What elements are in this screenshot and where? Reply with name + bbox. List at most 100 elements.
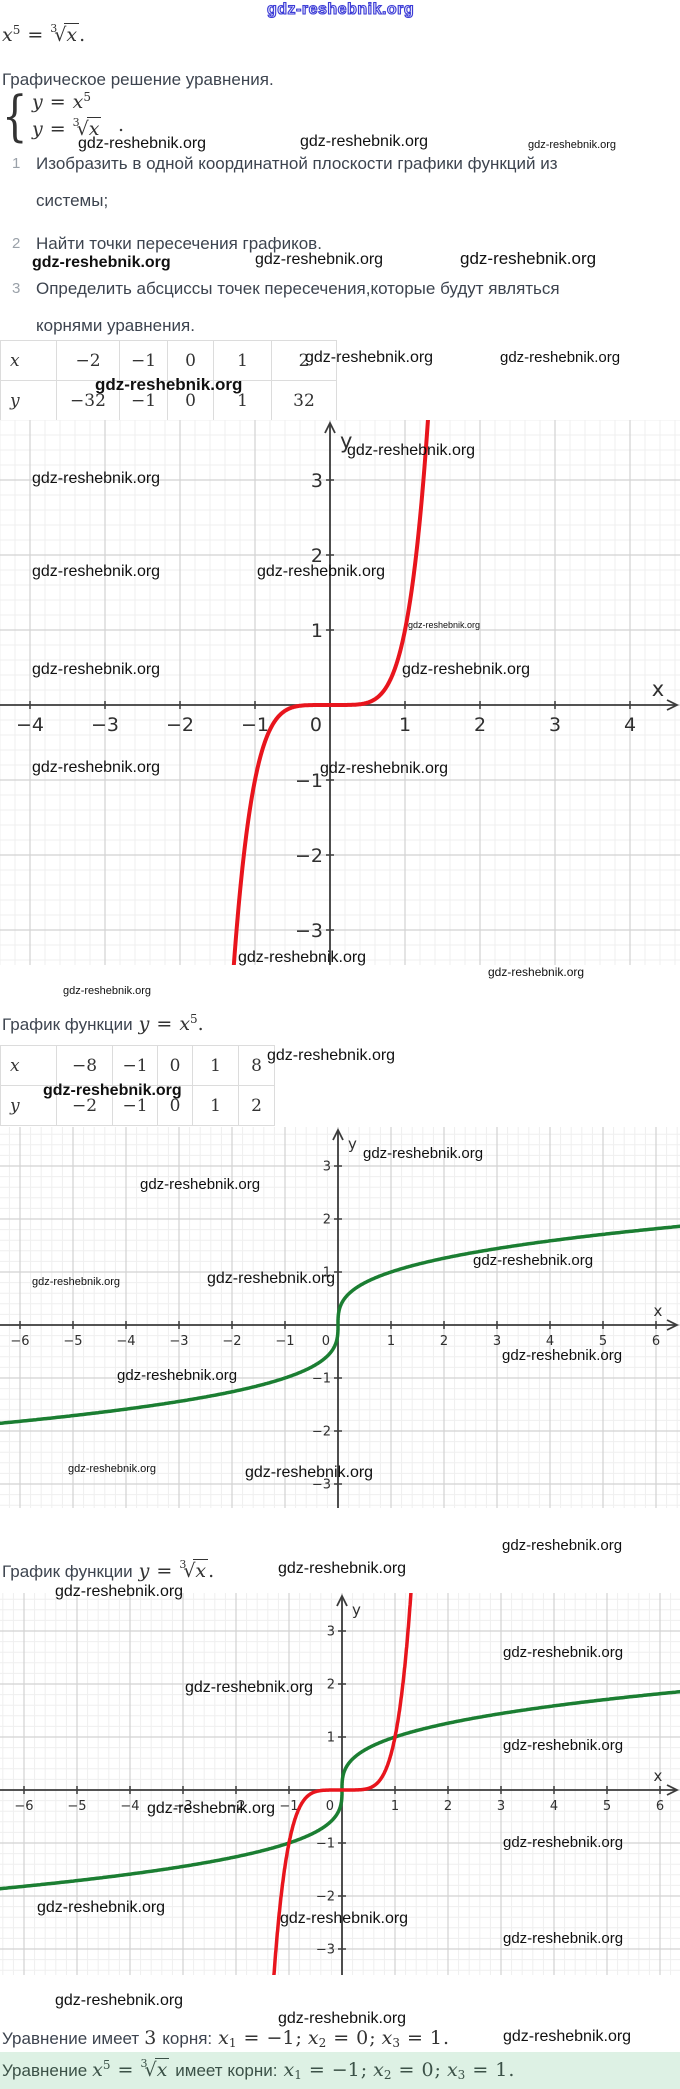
step-1: 1 Изобразить в одной координатной плоско… (12, 145, 558, 219)
svg-text:2: 2 (440, 1334, 448, 1349)
table-cell: 0 (157, 1045, 193, 1086)
svg-text:3: 3 (493, 1334, 501, 1349)
svg-text:y: y (340, 429, 352, 453)
svg-text:0: 0 (322, 1334, 330, 1349)
svg-text:−6: −6 (14, 1799, 33, 1814)
root-3: x3 = 1. (446, 2059, 515, 2082)
svg-text:1: 1 (323, 1266, 331, 1281)
answer-highlight: Уравнение x5 = 3√x имеет корни: x1 = −1; x2 = 0; x3… (0, 2052, 680, 2089)
table-cell: −32 (56, 380, 120, 421)
svg-text:−2: −2 (312, 1425, 331, 1440)
svg-text:−2: −2 (295, 845, 323, 867)
svg-text:1: 1 (399, 714, 411, 736)
watermark: gdz-reshebnik.org (55, 1992, 184, 2009)
values-table-cbrt: x −8 −1 0 1 8 y −2 −1 0 1 2 (0, 1045, 275, 1126)
root-1: x1 = −1; (218, 2027, 302, 2050)
svg-text:−1: −1 (241, 714, 269, 736)
root-2: x2 = 0; (373, 2059, 441, 2082)
step-3: 3 Определить абсциссы точек пересечения,… (12, 270, 560, 344)
svg-text:2: 2 (323, 1213, 331, 1228)
table-cell: −2 (56, 1085, 113, 1126)
svg-text:2: 2 (474, 714, 486, 736)
svg-text:3: 3 (549, 714, 561, 736)
svg-text:6: 6 (656, 1799, 664, 1814)
watermark: gdz-reshebnik.org (278, 1560, 407, 1577)
graph-y-equals-cbrt-x: −6 −5 −4 −3 −2 −1 1 2 3 4 5 6 3 2 1 −1 −2 −3 0 x y (0, 1127, 680, 1508)
table-cell: −2 (56, 340, 120, 381)
svg-text:1: 1 (387, 1334, 395, 1349)
svg-text:−4: −4 (120, 1799, 139, 1814)
root-3: x3 = 1. (381, 2027, 450, 2050)
svg-text:3: 3 (497, 1799, 505, 1814)
watermark: gdz-reshebnik.org (278, 2010, 407, 2027)
curve-pow5 (231, 420, 430, 965)
system-line-1: y = x5 (32, 90, 92, 113)
svg-text:3: 3 (327, 1625, 335, 1640)
cube-root: 3√x (50, 22, 80, 46)
svg-text:4: 4 (624, 714, 636, 736)
table-cell: −1 (119, 380, 168, 421)
table-cell: 1 (192, 1045, 239, 1086)
graph-combined: −6 −5 −4 −3 −2 −1 1 2 3 4 5 6 3 2 1 −1 −2 −3 0 x y (0, 1593, 680, 1975)
svg-text:−2: −2 (226, 1799, 245, 1814)
svg-text:y: y (348, 1135, 357, 1153)
caption-graph-x5: График функции y = x5. (2, 1012, 204, 1035)
svg-text:−5: −5 (67, 1799, 86, 1814)
svg-text:2: 2 (444, 1799, 452, 1814)
equation-lhs: x (2, 24, 13, 46)
svg-text:−2: −2 (166, 714, 194, 736)
caption-graph-cbrt: График функции y = 3√x. (2, 1558, 215, 1582)
svg-text:1: 1 (311, 620, 323, 642)
watermark: gdz-reshebnik.org (267, 1047, 396, 1064)
svg-text:−3: −3 (169, 1334, 188, 1349)
watermark: gdz-reshebnik.org (488, 965, 585, 979)
svg-text:−2: −2 (222, 1334, 241, 1349)
system-brace: { (2, 86, 28, 149)
svg-text:6: 6 (652, 1334, 660, 1349)
table-cell: 32 (271, 380, 337, 421)
svg-text:−3: −3 (316, 1943, 335, 1958)
table-cell: y (0, 1085, 57, 1126)
table-cell: 8 (238, 1045, 275, 1086)
table-cell: −8 (56, 1045, 113, 1086)
svg-text:−3: −3 (312, 1478, 331, 1493)
svg-text:2: 2 (327, 1678, 335, 1693)
step-2: 2 Найти точки пересечения графиков. (12, 225, 322, 262)
svg-text:5: 5 (599, 1334, 607, 1349)
table-cell: y (0, 380, 57, 421)
curve-pow5 (272, 1593, 413, 1975)
table-cell: 0 (167, 340, 214, 381)
svg-text:5: 5 (603, 1799, 611, 1814)
svg-text:x: x (654, 1302, 663, 1320)
svg-text:4: 4 (550, 1799, 558, 1814)
svg-text:−3: −3 (173, 1799, 192, 1814)
curve-cbrt (0, 1224, 680, 1426)
table-cell: −1 (112, 1045, 158, 1086)
values-table-x5: x −2 −1 0 1 2 y −32 −1 0 1 32 (0, 340, 337, 421)
svg-text:−2: −2 (316, 1890, 335, 1905)
step-text: Определить абсциссы точек пересечения,ко… (36, 279, 560, 335)
watermark: gdz-reshebnik.org (500, 349, 621, 366)
system-line-2: y = 3√x (32, 116, 102, 140)
svg-text:1: 1 (327, 1731, 335, 1746)
svg-text:y: y (352, 1601, 361, 1619)
radical-sign: √ (183, 1560, 196, 1582)
step-text: Изобразить в одной координатной плоскост… (36, 154, 558, 210)
watermark: gdz-reshebnik.org (502, 1537, 623, 1554)
system-period: . (118, 114, 125, 136)
svg-text:1: 1 (391, 1799, 399, 1814)
step-text: Найти точки пересечения графиков. (36, 234, 322, 253)
svg-text:3: 3 (323, 1160, 331, 1175)
svg-text:−4: −4 (116, 1334, 135, 1349)
svg-text:−1: −1 (316, 1837, 335, 1852)
svg-text:0: 0 (310, 714, 322, 736)
graph-y-equals-x5: −4 −3 −2 −1 1 2 3 4 3 2 1 −1 −2 −3 0 x y (0, 420, 680, 965)
table-cell: 1 (192, 1085, 239, 1126)
table-cell: 1 (213, 340, 272, 381)
site-watermark-header: gdz-reshebnik.org (266, 0, 415, 18)
svg-text:−1: −1 (312, 1372, 331, 1387)
table-cell: 0 (157, 1085, 193, 1126)
root-2: x2 = 0; (307, 2027, 376, 2050)
step-number: 2 (12, 235, 21, 252)
